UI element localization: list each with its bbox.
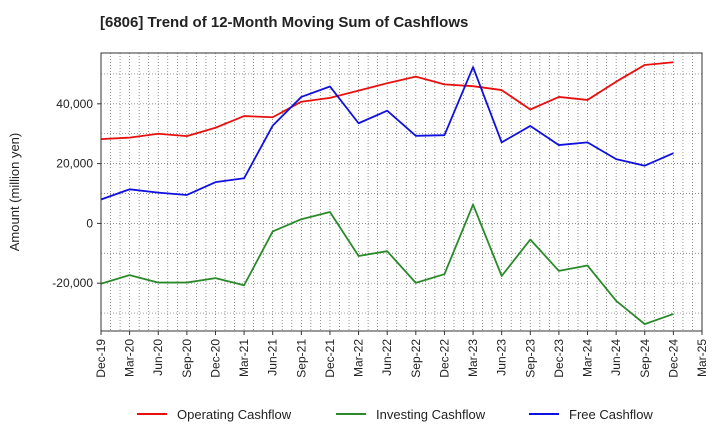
x-tick-label: Jun-24 (609, 339, 623, 376)
x-tick-label: Mar-20 (123, 339, 137, 377)
operating-cashflow-legend-label: Operating Cashflow (177, 407, 292, 422)
x-tick-label: Mar-25 (695, 339, 709, 377)
x-tick-label: Mar-24 (581, 339, 595, 377)
x-tick-label: Mar-23 (466, 339, 480, 377)
x-tick-label: Dec-22 (437, 339, 451, 378)
x-tick-label: Jun-22 (380, 339, 394, 376)
x-tick-label: Sep-21 (294, 339, 308, 378)
y-tick-label: -20,000 (52, 276, 93, 290)
x-tick-label: Dec-21 (323, 339, 337, 378)
x-tick-label: Dec-20 (208, 339, 222, 378)
x-tick-label: Mar-21 (237, 339, 251, 377)
plot-background (101, 53, 702, 331)
series-lines (100, 61, 674, 326)
operating-cashflow-line (100, 61, 674, 140)
plot-area (101, 53, 702, 331)
y-tick-label: 20,000 (56, 157, 93, 171)
y-tick-label: 40,000 (56, 97, 93, 111)
x-tick-label: Sep-22 (409, 339, 423, 378)
x-tick-label: Jun-23 (495, 339, 509, 376)
free-cashflow-line (100, 66, 674, 201)
x-tick-label: Sep-23 (523, 339, 537, 378)
x-tick-label: Jun-20 (151, 339, 165, 376)
x-tick-label: Jun-21 (266, 339, 280, 376)
investing-cashflow-legend-label: Investing Cashflow (376, 407, 486, 422)
legend: Operating Cashflow Investing Cashflow Free… (137, 407, 653, 422)
x-tick-label: Sep-20 (180, 339, 194, 378)
x-tick-label: Dec-23 (552, 339, 566, 378)
axes: -20,000 0 20,000 40,000 Dec-19 Mar-20 Jun-20 Se… (52, 52, 709, 378)
x-tick-label: Mar-22 (352, 339, 366, 377)
plot-frame (100, 52, 703, 332)
x-tick-label: Sep-24 (638, 339, 652, 378)
investing-cashflow-line (100, 203, 674, 326)
y-tick-label: 0 (86, 216, 93, 230)
x-tick-label: Dec-24 (666, 339, 680, 378)
y-axis-title: Amount (million yen) (7, 133, 22, 252)
free-cashflow-legend-label: Free Cashflow (569, 407, 653, 422)
chart-title: [6806] Trend of 12-Month Moving Sum of C… (100, 14, 469, 31)
x-tick-label: Dec-19 (94, 339, 108, 378)
